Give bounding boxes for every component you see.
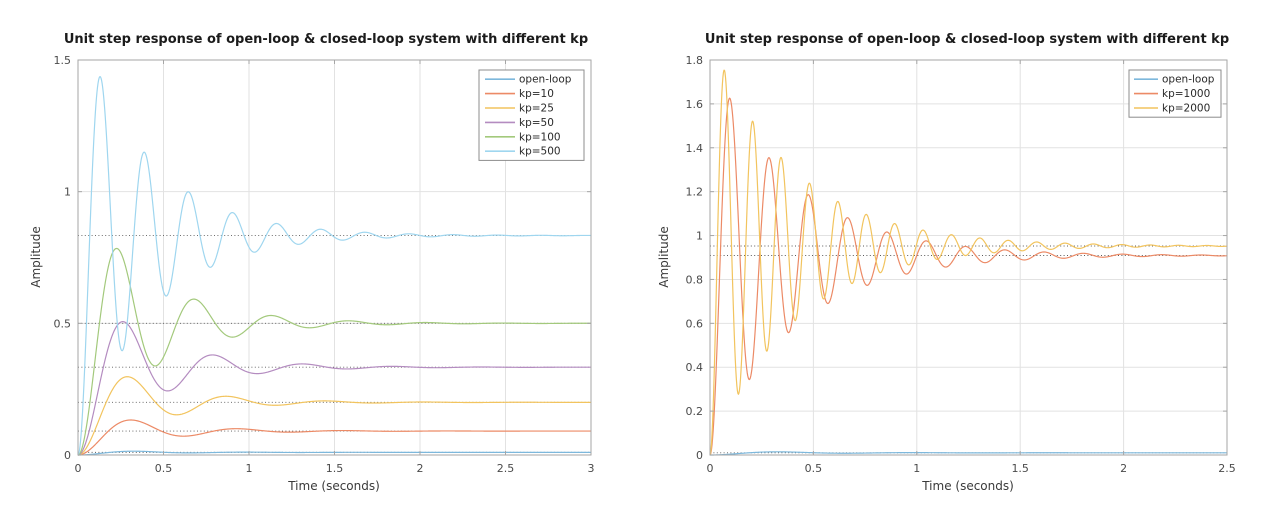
x-tick-label: 3 — [588, 462, 595, 475]
y-tick-label: 1.4 — [686, 142, 704, 155]
x-tick-label: 1 — [913, 462, 920, 475]
right-chart-ylabel: Amplitude — [657, 226, 671, 288]
right-chart-title: Unit step response of open-loop & closed… — [705, 32, 1229, 47]
x-tick-label: 2.5 — [1218, 462, 1236, 475]
x-tick-label: 2.5 — [497, 462, 515, 475]
y-tick-label: 1.5 — [54, 54, 72, 67]
y-tick-label: 0.4 — [686, 361, 704, 374]
y-tick-label: 0.6 — [686, 317, 704, 330]
y-tick-label: 1 — [64, 186, 71, 199]
axes-box — [709, 59, 1228, 456]
legend-label-kp-1000: kp=1000 — [1162, 88, 1210, 100]
legend-label-kp-50: kp=50 — [519, 117, 554, 129]
y-tick-label: 1.2 — [686, 186, 704, 199]
x-tick-label: 0 — [75, 462, 82, 475]
curve-kp-50 — [77, 321, 592, 456]
curve-open-loop — [709, 451, 1228, 456]
curve-kp-100 — [77, 247, 592, 456]
curve-kp-2000 — [709, 69, 1228, 456]
curve-kp-1000 — [709, 97, 1228, 456]
right-chart-xlabel: Time (seconds) — [921, 479, 1014, 493]
legend-label-open-loop: open-loop — [1162, 74, 1215, 86]
legend-label-kp-500: kp=500 — [519, 146, 561, 158]
left-chart-title: Unit step response of open-loop & closed… — [64, 32, 588, 47]
x-tick-label: 0.5 — [805, 462, 823, 475]
x-tick-label: 1.5 — [1011, 462, 1028, 475]
legend-label-kp-25: kp=25 — [519, 103, 554, 115]
x-tick-label: 0.5 — [155, 462, 173, 475]
y-tick-label: 0.5 — [54, 317, 72, 330]
x-tick-label: 2 — [417, 462, 424, 475]
y-tick-label: 0.8 — [686, 273, 704, 286]
x-tick-label: 0 — [707, 462, 714, 475]
x-tick-label: 2 — [1120, 462, 1127, 475]
left-chart-ylabel: Amplitude — [29, 226, 43, 288]
right-chart: Unit step response of open-loop & closed… — [657, 32, 1236, 493]
legend-box — [478, 69, 585, 161]
y-tick-label: 0 — [696, 449, 703, 462]
curve-kp-10 — [77, 419, 592, 456]
left-chart-xlabel: Time (seconds) — [287, 479, 380, 493]
left-plot-area: 0 0.5 1 1.5 2 2.5 3 0 0.5 1 1.5 open-loop kp=10 kp=25… — [54, 54, 595, 475]
legend-label-kp-2000: kp=2000 — [1162, 103, 1210, 115]
right-plot-area: 0 0.5 1 1.5 2 2.5 0 0.2 0.4 0.6 0.8 1 1.2 1.4 1.6 1.8 op… — [686, 54, 1236, 475]
legend-label-kp-10: kp=10 — [519, 88, 554, 100]
y-tick-label: 1.8 — [686, 54, 704, 67]
x-tick-label: 1.5 — [326, 462, 344, 475]
y-tick-label: 1.6 — [686, 98, 704, 111]
legend-label-open-loop: open-loop — [519, 74, 572, 86]
y-tick-label: 0.2 — [686, 405, 704, 418]
curve-kp-500 — [77, 75, 592, 456]
curve-kp-25 — [77, 376, 592, 456]
y-tick-label: 0 — [64, 449, 71, 462]
left-chart: Unit step response of open-loop & closed… — [29, 32, 595, 493]
x-tick-label: 1 — [246, 462, 253, 475]
y-tick-label: 1 — [696, 230, 703, 243]
legend-label-kp-100: kp=100 — [519, 131, 561, 143]
